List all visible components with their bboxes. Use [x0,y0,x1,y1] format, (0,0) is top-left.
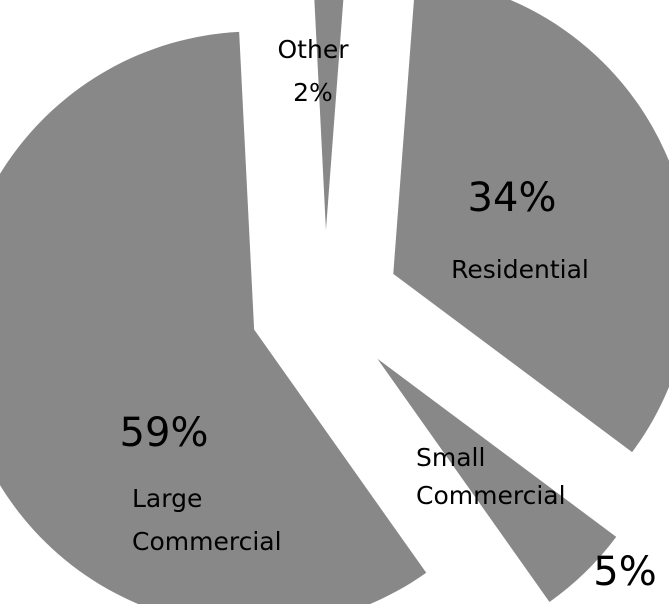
pie-slice-small-commercial [377,358,617,602]
pie-labels: 34% Residential Small Commercial 5% 59% … [120,35,657,595]
slice-category-label-residential-text: Residential [451,255,589,284]
slice-category-label-large-commercial: Large Commercial [132,484,282,556]
pie-slice-residential [393,0,669,453]
slice-value-label-residential: 34% [468,175,557,221]
slice-value-label-large-commercial: 59% [120,410,209,456]
pie-slice-large-commercial [0,31,427,604]
slice-category-label-residential: Residential [451,255,589,284]
pie-slice-other [314,0,344,231]
slice-category-label-other: Other [278,35,350,64]
slice-category-label-large-commercial-line2: Commercial [132,527,282,556]
slice-category-label-small-commercial-line2: Commercial [416,481,566,510]
slice-value-label-small-commercial: 5% [593,549,656,595]
slice-category-label-small-commercial: Small Commercial [416,443,566,510]
slice-category-label-large-commercial-line1: Large [132,484,202,513]
slice-value-label-other: 2% [293,78,333,107]
slice-category-label-small-commercial-line1: Small [416,443,485,472]
